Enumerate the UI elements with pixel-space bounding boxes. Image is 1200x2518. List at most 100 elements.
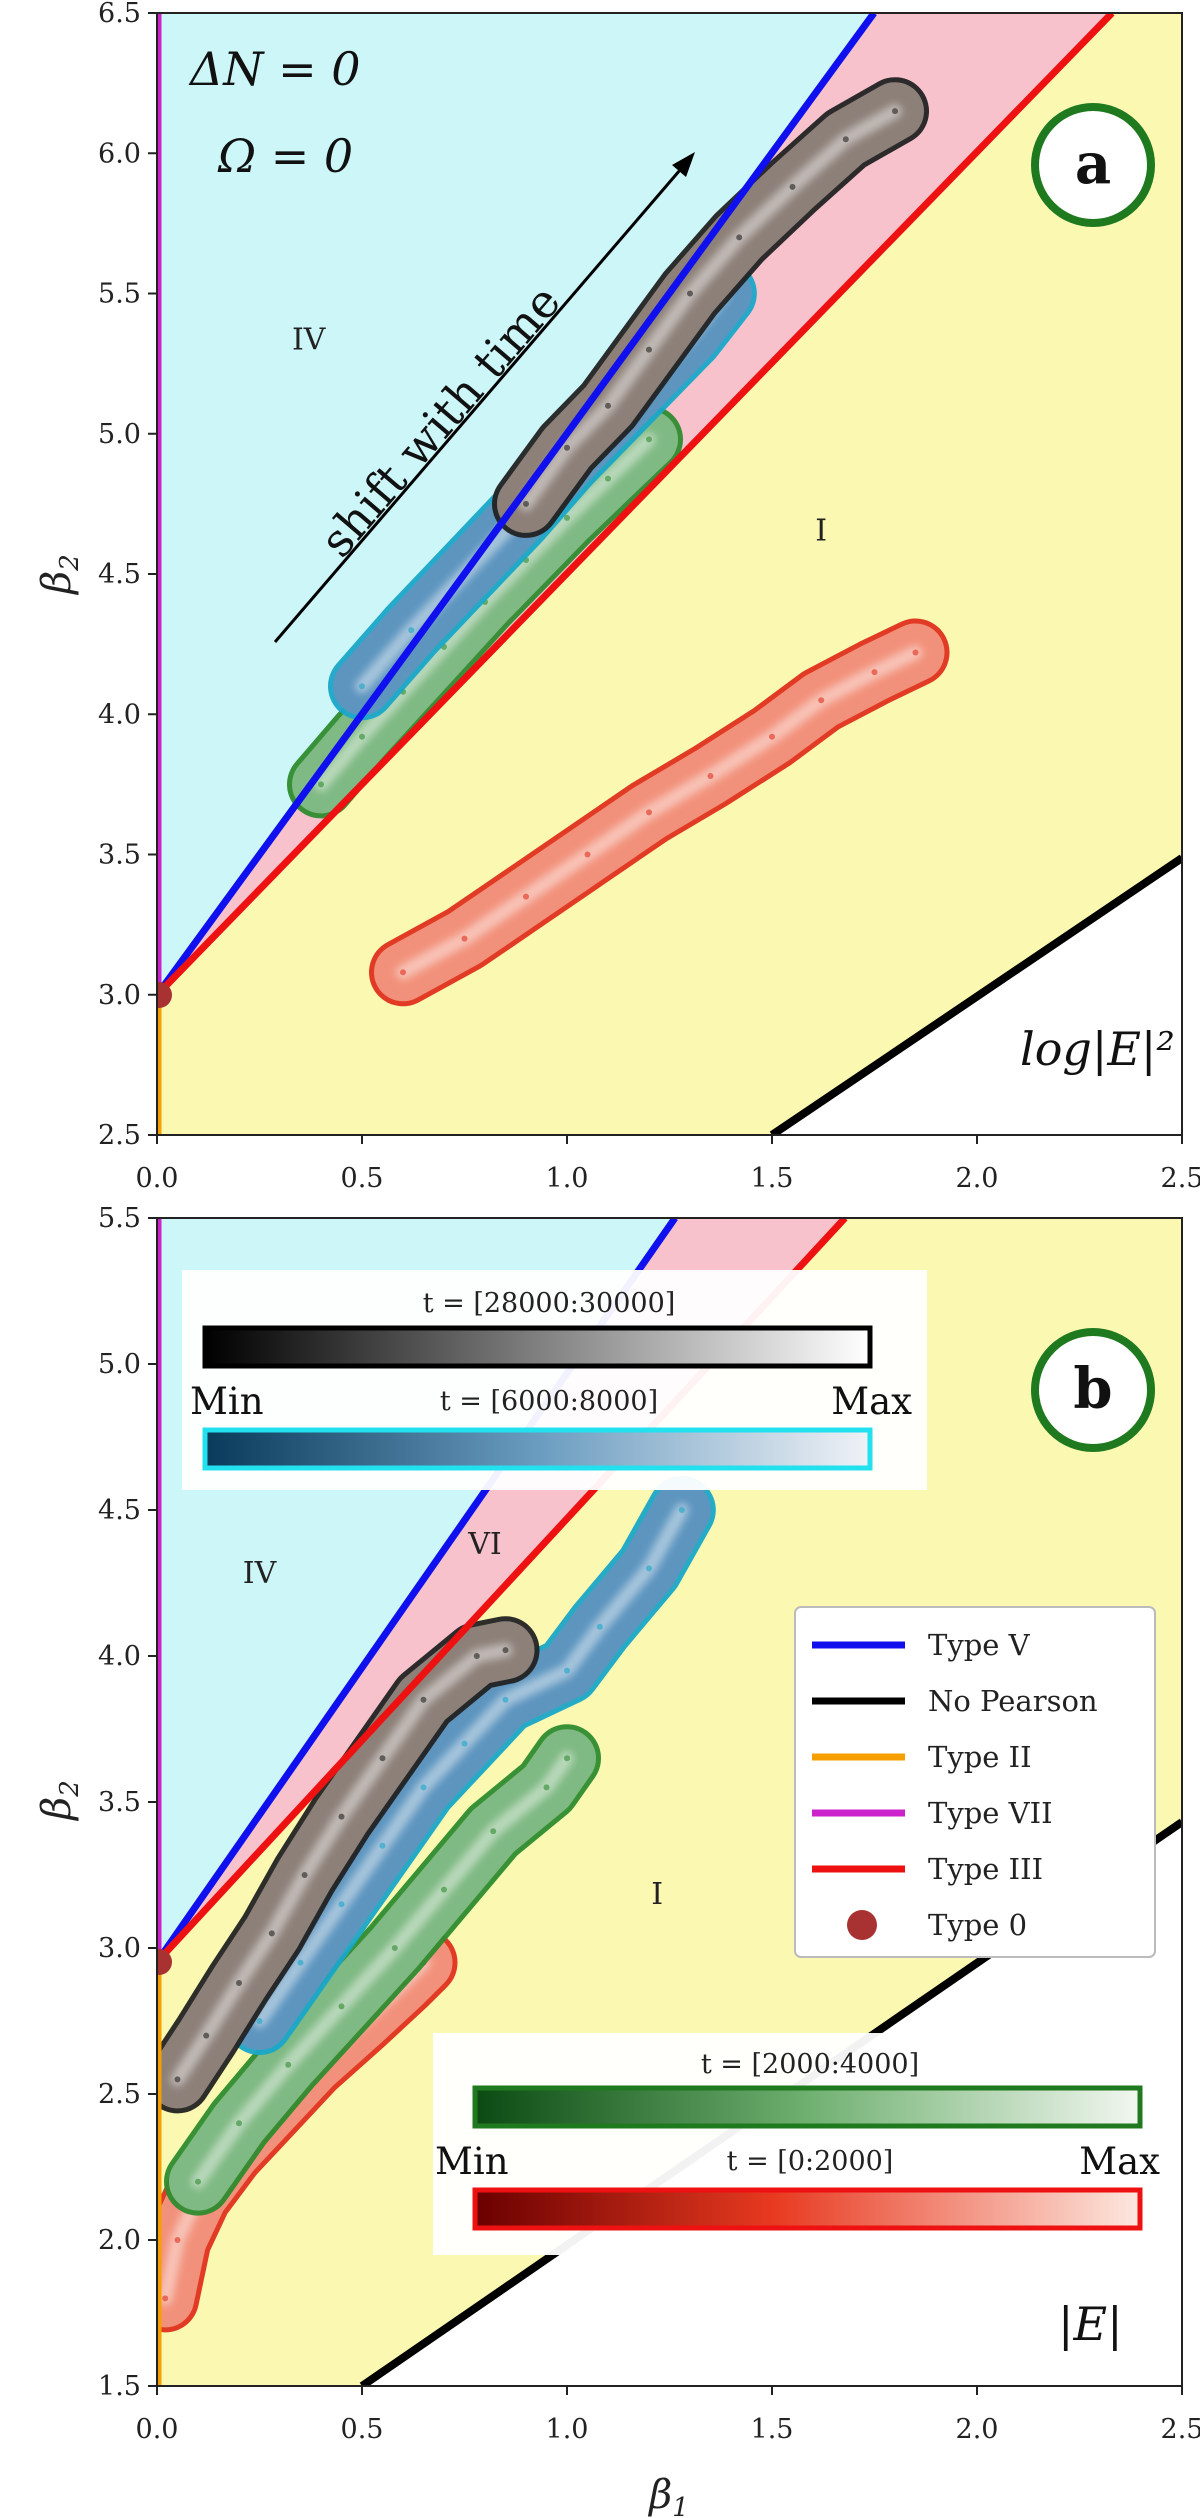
series-2000-4000-point	[391, 1945, 398, 1951]
delta-n-annotation: ΔN = 0	[188, 42, 361, 96]
y-tick-label: 5.5	[98, 1203, 141, 1234]
series-2000-4000-point	[318, 781, 324, 788]
series-6000-8000-point	[646, 1565, 652, 1572]
series-2000-4000-point	[564, 514, 570, 521]
series-2000-4000-point	[543, 1784, 550, 1791]
series-28000-30000-point	[564, 444, 570, 451]
series-28000-30000-point	[892, 108, 898, 115]
series-28000-30000-point	[502, 1647, 509, 1654]
x-tick-label: 2.5	[1161, 2414, 1200, 2445]
panel-a-blobs	[287, 77, 950, 1007]
panel-b-blobs	[157, 1476, 716, 2333]
x-axis-label-subscript: 1	[672, 2493, 689, 2518]
legend-marker-type-0	[847, 1910, 877, 1940]
colorbar-28000-30000	[202, 1325, 873, 1369]
series-28000-30000-point	[379, 1755, 386, 1762]
abs-e-annotation: |E|	[1058, 2297, 1123, 2351]
y-tick-label: 6.0	[98, 138, 141, 169]
series-28000-30000-point	[301, 1872, 308, 1878]
x-tick-label: 2.0	[956, 1163, 999, 1194]
shift-arrow	[273, 152, 695, 643]
colorbar-min-label-top: Min	[190, 1380, 264, 1423]
series-0-2000-point	[162, 2295, 169, 2302]
series-28000-30000-point	[203, 2032, 210, 2039]
series-2000-4000-point	[285, 2061, 292, 2068]
series-2000-4000-point	[646, 436, 652, 443]
legend-label-type-v: Type V	[928, 1628, 1031, 1662]
series-28000-30000-point	[736, 234, 743, 241]
panel-b-badge-letter: b	[1073, 1356, 1112, 1422]
colorbar-6000-8000	[202, 1427, 873, 1471]
x-tick-label: 0.0	[136, 2414, 179, 2445]
legend-items: Type V No Pearson Type II Type VII Type III T…	[812, 1628, 1098, 1942]
y-tick-label: 2.0	[98, 2225, 141, 2256]
series-28000-30000-point	[473, 1653, 480, 1659]
panel-b-badge: b	[1031, 1328, 1155, 1452]
series-2000-4000-point	[338, 2003, 345, 2010]
type-0-point	[157, 1949, 172, 1975]
colorbar-max-label-bottom: Max	[1079, 2140, 1160, 2183]
series-6000-8000-point	[596, 1623, 603, 1630]
x-tick-label: 1.5	[751, 1163, 794, 1194]
colorbar-min-label-bottom: Min	[435, 2140, 509, 2183]
series-28000-30000-point	[605, 402, 611, 409]
type-iii-line	[157, 13, 1115, 998]
series-6000-8000-point	[256, 2018, 263, 2024]
series-0-2000-point	[871, 669, 878, 676]
y-tick-label: 3.0	[98, 980, 141, 1011]
y-tick-label: 5.0	[98, 1349, 141, 1380]
legend-label-type-vii: Type VII	[928, 1796, 1053, 1830]
series-28000-30000-point	[338, 1813, 345, 1820]
panel-a: 0.0 0.5 1.0 1.5 2.0 2.5 2.5 3.0 3.5 4.0 4.5 5.0 5.5 6…	[34, 0, 1200, 1194]
colorbar-2000-4000	[472, 2085, 1143, 2129]
colorbar-0-2000	[472, 2187, 1143, 2231]
panel-a-region-labels: IV I	[292, 323, 827, 549]
series-2000-4000-point	[441, 1886, 447, 1893]
panel-a-ticks: 0.0 0.5 1.0 1.5 2.0 2.5 2.5 3.0 3.5 4.0 4.5 5.0 5.5 6…	[98, 0, 1200, 1194]
series-2000-4000-point	[236, 2120, 242, 2127]
panel-a-badge-letter: a	[1075, 131, 1111, 197]
y-tick-label: 2.5	[98, 1120, 141, 1151]
series-0-2000-highlight	[396, 645, 923, 980]
x-tick-label: 2.0	[956, 2414, 999, 2445]
x-tick-label: 1.0	[546, 2414, 589, 2445]
series-28000-30000-point	[268, 1930, 275, 1937]
series-6000-8000-point	[359, 683, 365, 690]
series-28000-30000-highlight	[170, 1643, 513, 2087]
colorbar-group-early: t = [2000:4000] Min Max t = [0:2000]	[433, 2033, 1160, 2255]
legend-label-no-pearson: No Pearson	[928, 1684, 1098, 1718]
panel-a-plot-area	[157, 13, 1182, 1135]
series-0-2000-point	[707, 772, 714, 779]
series-2000-4000-point	[564, 1755, 570, 1762]
series-28000-30000-point	[789, 183, 796, 190]
log-e-squared-annotation: log|E|²	[1020, 1022, 1175, 1076]
series-0-2000-point	[769, 733, 775, 740]
series-6000-8000-point	[338, 1901, 345, 1908]
series-28000-30000-point	[174, 2076, 181, 2083]
series-28000-30000-point	[420, 1696, 427, 1703]
colorbar-max-label-top: Max	[831, 1380, 912, 1423]
series-28000-30000-point	[842, 136, 849, 143]
y-tick-label: 4.5	[98, 559, 141, 590]
series-2000-4000-point	[490, 1828, 497, 1835]
x-tick-label: 1.5	[751, 2414, 794, 2445]
y-tick-label: 4.0	[98, 1641, 141, 1672]
series-6000-8000-point	[379, 1842, 386, 1849]
legend-label-type-ii: Type II	[928, 1740, 1032, 1774]
legend-label-type-0: Type 0	[928, 1908, 1027, 1942]
x-axis-label: β1	[647, 2472, 689, 2518]
series-0-2000-point	[174, 2237, 181, 2243]
series-6000-8000-point	[420, 1784, 427, 1791]
legend: Type V No Pearson Type II Type VII Type III T…	[794, 1606, 1156, 1958]
region-label-i: I	[651, 1877, 663, 1912]
x-tick-label: 0.5	[341, 1163, 384, 1194]
series-6000-8000-point	[408, 627, 415, 634]
series-2000-4000-point	[195, 2178, 201, 2185]
x-tick-label: 0.0	[136, 1163, 179, 1194]
series-28000-30000-point	[646, 346, 652, 353]
panel-b: 0.0 0.5 1.0 1.5 2.0 2.5 1.5 2.0 2.5 3.0 3.5 4.0 4.5 5…	[34, 1203, 1200, 2518]
colorbar-group-late: t = [28000:30000] Min Max t = [6000:8000…	[182, 1270, 927, 1490]
series-6000-8000-point	[297, 1959, 304, 1966]
x-tick-label: 0.5	[341, 2414, 384, 2445]
series-0-2000-point	[912, 649, 919, 656]
